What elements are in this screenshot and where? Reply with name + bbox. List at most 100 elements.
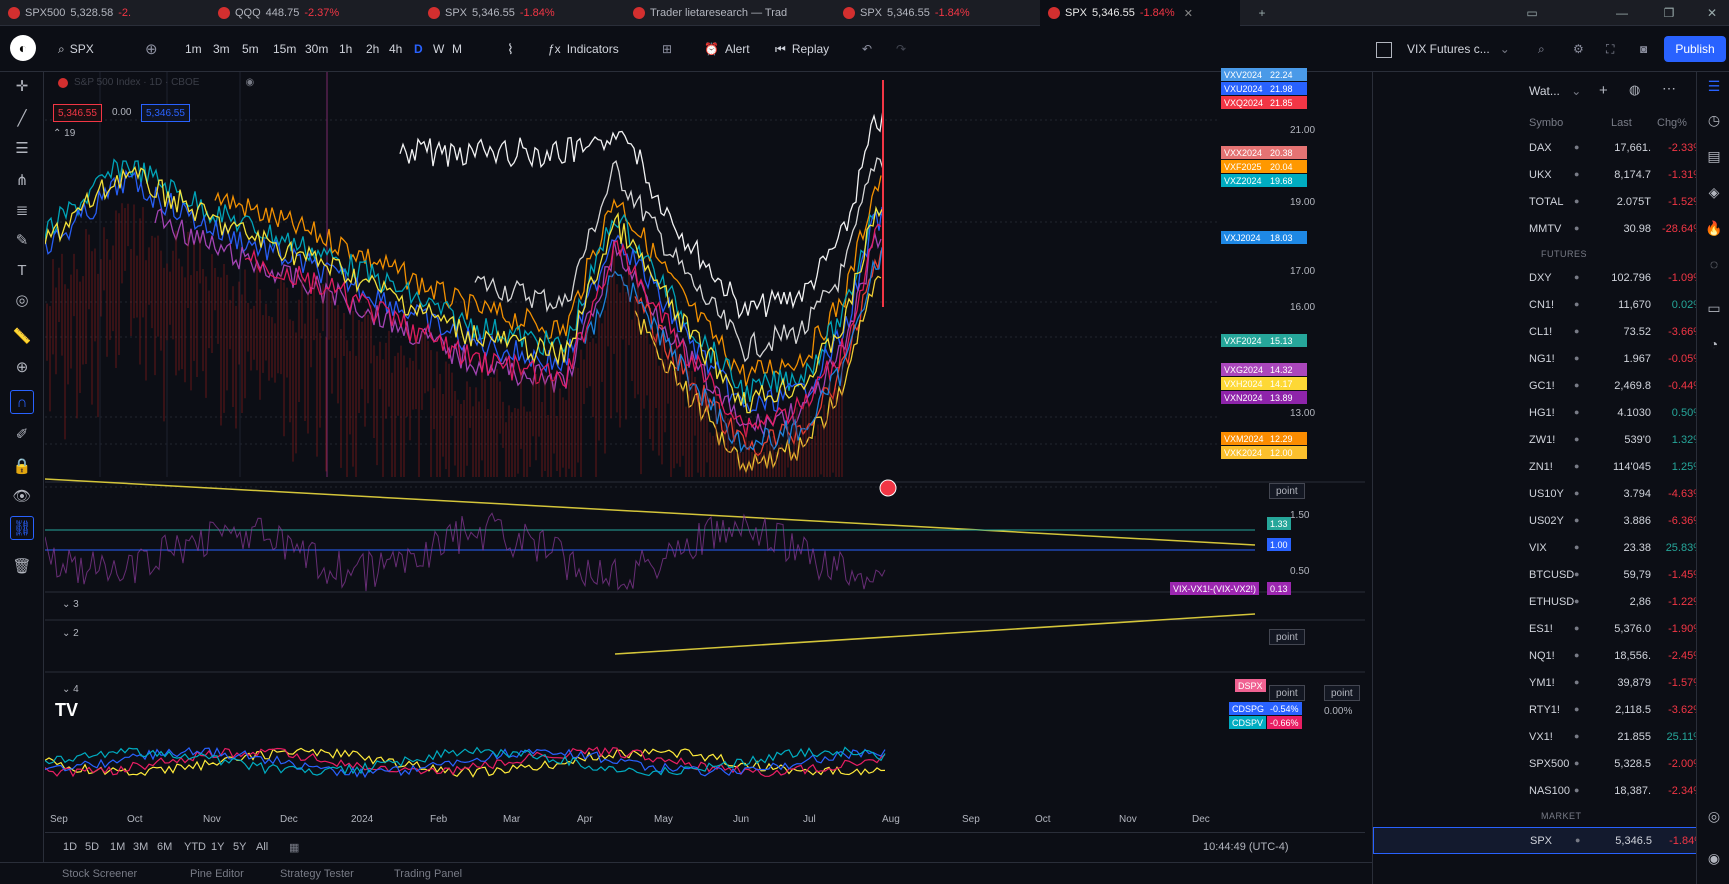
browser-tab-5[interactable]: SPX 5,346.55 -1.84% ✕ bbox=[1040, 0, 1240, 26]
chart-canvas[interactable]: S&P 500 Index · 1D · CBOE ◉ 5,346.55 0.0… bbox=[45, 68, 1365, 832]
interval-W[interactable]: W bbox=[433, 42, 445, 56]
hotlist-icon[interactable]: 🔥 bbox=[1705, 219, 1723, 236]
watchlist-row[interactable]: SPX500 ● 5,328.5 -2.00% bbox=[1373, 751, 1703, 778]
pane4-scale-button-2[interactable]: point bbox=[1324, 685, 1360, 701]
pattern-icon[interactable]: ◎ bbox=[15, 292, 29, 309]
range-5Y[interactable]: 5Y bbox=[233, 841, 247, 853]
fib-icon[interactable]: ≣ bbox=[15, 202, 29, 219]
watchlist-row[interactable]: ZN1! ● 114'045 1.25% bbox=[1373, 454, 1703, 481]
range-YTD[interactable]: YTD bbox=[184, 841, 206, 853]
buy-price-box[interactable]: 5,346.55 bbox=[141, 104, 190, 122]
sell-price-box[interactable]: 5,346.55 bbox=[53, 104, 102, 122]
chat-icon[interactable]: ▭ bbox=[1707, 299, 1721, 316]
bar-style-icon[interactable]: ⌇ bbox=[507, 40, 514, 57]
ruler-icon[interactable]: 📏 bbox=[12, 328, 32, 345]
interval-4h[interactable]: 4h bbox=[389, 42, 403, 56]
chart-plot[interactable] bbox=[45, 72, 1365, 832]
link-icon[interactable]: ⛓ bbox=[10, 516, 34, 540]
interval-5m[interactable]: 5m bbox=[242, 42, 259, 56]
brush-icon[interactable]: ✎ bbox=[15, 232, 29, 249]
pane2-scale-button[interactable]: point bbox=[1269, 629, 1305, 645]
watchlist-row[interactable]: UKX ● 8,174.7 -1.31% bbox=[1373, 162, 1703, 189]
window-menu-icon[interactable]: ▭ bbox=[1526, 6, 1538, 20]
publish-button[interactable]: Publish bbox=[1664, 36, 1726, 62]
watchlist-row[interactable]: DXY ● 102.796 -1.09% bbox=[1373, 265, 1703, 292]
calendar-range-icon[interactable]: ▦ bbox=[289, 842, 300, 854]
bottom-tab[interactable]: Strategy Tester bbox=[280, 868, 354, 880]
watchlist-row[interactable]: ZW1! ● 539'0 1.32% bbox=[1373, 427, 1703, 454]
watchlist-title[interactable]: Wat... ⌄ bbox=[1529, 84, 1581, 98]
browser-tab-1[interactable]: QQQ 448.75 -2.37% bbox=[210, 0, 415, 26]
crosshair-icon[interactable]: ✛ bbox=[15, 78, 29, 95]
watchlist-row[interactable]: DAX ● 17,661. -2.33% bbox=[1373, 135, 1703, 162]
undo-icon[interactable]: ↶ bbox=[862, 42, 873, 56]
range-All[interactable]: All bbox=[256, 841, 269, 853]
interval-1m[interactable]: 1m bbox=[185, 42, 202, 56]
restore-icon[interactable]: ❐ bbox=[1663, 6, 1675, 20]
lock-icon[interactable]: 🔒 bbox=[12, 458, 32, 475]
interval-30m[interactable]: 30m bbox=[305, 42, 329, 56]
minimize-icon[interactable]: — bbox=[1616, 6, 1628, 20]
watchlist-row[interactable]: CL1! ● 73.52 -3.66% bbox=[1373, 319, 1703, 346]
watchlist-section-header[interactable]: MARKET bbox=[1541, 811, 1582, 821]
news-icon[interactable]: ▤ bbox=[1707, 147, 1721, 164]
watchlist-row[interactable]: RTY1! ● 2,118.5 -3.62% bbox=[1373, 697, 1703, 724]
symbol-search[interactable]: ⌕ SPX bbox=[58, 38, 94, 60]
trend-line-icon[interactable]: ╱ bbox=[17, 110, 27, 127]
watchlist-row[interactable]: HG1! ● 4.1030 0.50% bbox=[1373, 400, 1703, 427]
help-icon[interactable]: ◎ bbox=[1707, 807, 1721, 824]
watchlist-row[interactable]: SPX ● 5,346.5 -1.84% bbox=[1373, 827, 1704, 854]
notifications-icon[interactable]: ◉ bbox=[1707, 849, 1721, 866]
horizontal-lines-icon[interactable]: ☰ bbox=[15, 140, 29, 157]
col-last[interactable]: Last bbox=[1611, 117, 1632, 129]
text-icon[interactable]: T bbox=[17, 261, 27, 279]
pane-4-handle[interactable]: ⌄ 4 bbox=[62, 684, 79, 695]
bottom-tab[interactable]: Trading Panel bbox=[394, 868, 463, 880]
close-window-icon[interactable]: ✕ bbox=[1706, 6, 1718, 20]
watchlist-selector[interactable]: VIX Futures c... ⌄ bbox=[1407, 38, 1510, 60]
fullscreen-icon[interactable]: ⛶ bbox=[1606, 41, 1615, 56]
interval-M[interactable]: M bbox=[452, 42, 462, 56]
col-symbol[interactable]: Symbo bbox=[1529, 117, 1564, 129]
pane4-scale-button[interactable]: point bbox=[1269, 685, 1305, 701]
search-icon-right[interactable]: ⌕ bbox=[1538, 41, 1545, 56]
lightbulb-icon[interactable]: ◌ bbox=[1709, 256, 1719, 272]
browser-tab-3[interactable]: Trader lietaresearch — Trad bbox=[625, 0, 830, 26]
zoom-icon[interactable]: ⊕ bbox=[15, 359, 29, 376]
interval-15m[interactable]: 15m bbox=[273, 42, 297, 56]
watchlist-row[interactable]: NG1! ● 1.967 -0.05% bbox=[1373, 346, 1703, 373]
new-tab-icon[interactable]: + bbox=[1258, 6, 1266, 20]
more-icon[interactable]: ⋯ bbox=[1662, 80, 1676, 96]
watchlist-row[interactable]: YM1! ● 39,879 -1.57% bbox=[1373, 670, 1703, 697]
watchlist-row[interactable]: ES1! ● 5,376.0 -1.90% bbox=[1373, 616, 1703, 643]
browser-tab-4[interactable]: SPX 5,346.55 -1.84% bbox=[835, 0, 1035, 26]
compare-add-icon[interactable]: ⊕ bbox=[145, 41, 158, 58]
eye-icon[interactable]: 👁 bbox=[12, 488, 32, 505]
watchlist-icon[interactable]: ☰ bbox=[1707, 77, 1721, 94]
add-symbol-icon[interactable]: + bbox=[1599, 82, 1608, 99]
magnet-icon[interactable]: ∩ bbox=[10, 390, 34, 414]
range-1Y[interactable]: 1Y bbox=[211, 841, 225, 853]
pane-3-handle[interactable]: ⌄ 3 bbox=[62, 599, 79, 610]
clock[interactable]: 10:44:49 (UTC-4) bbox=[1203, 841, 1289, 853]
watchlist-row[interactable]: VX1! ● 21.855 25.11% bbox=[1373, 724, 1703, 751]
watchlist-row[interactable]: US02Y ● 3.886 -6.36% bbox=[1373, 508, 1703, 535]
indicator-count[interactable]: ⌃ 19 bbox=[53, 128, 75, 139]
watchlist-row[interactable]: BTCUSD ● 59,79 -1.45% bbox=[1373, 562, 1703, 589]
interval-2h[interactable]: 2h bbox=[366, 42, 380, 56]
alerts-clock-icon[interactable]: ◷ bbox=[1707, 111, 1721, 128]
layouts-icon[interactable]: ⊞ bbox=[662, 42, 673, 56]
bottom-tab[interactable]: Stock Screener bbox=[62, 868, 138, 880]
range-5D[interactable]: 5D bbox=[85, 841, 100, 853]
bottom-tab[interactable]: Pine Editor bbox=[190, 868, 244, 880]
redo-icon[interactable]: ↷ bbox=[896, 42, 907, 56]
range-1D[interactable]: 1D bbox=[63, 841, 78, 853]
interval-D[interactable]: D bbox=[414, 42, 423, 56]
eye-icon-legend[interactable]: ◉ bbox=[245, 77, 255, 88]
pencil-lock-icon[interactable]: ✐ bbox=[15, 426, 29, 443]
checkbox-icon[interactable] bbox=[1376, 42, 1392, 58]
watchlist-row[interactable]: GC1! ● 2,469.8 -0.44% bbox=[1373, 373, 1703, 400]
pitchfork-icon[interactable]: ⋔ bbox=[15, 172, 29, 189]
watchlist-row[interactable]: NQ1! ● 18,556. -2.45% bbox=[1373, 643, 1703, 670]
trash-icon[interactable]: 🗑 bbox=[12, 558, 32, 575]
